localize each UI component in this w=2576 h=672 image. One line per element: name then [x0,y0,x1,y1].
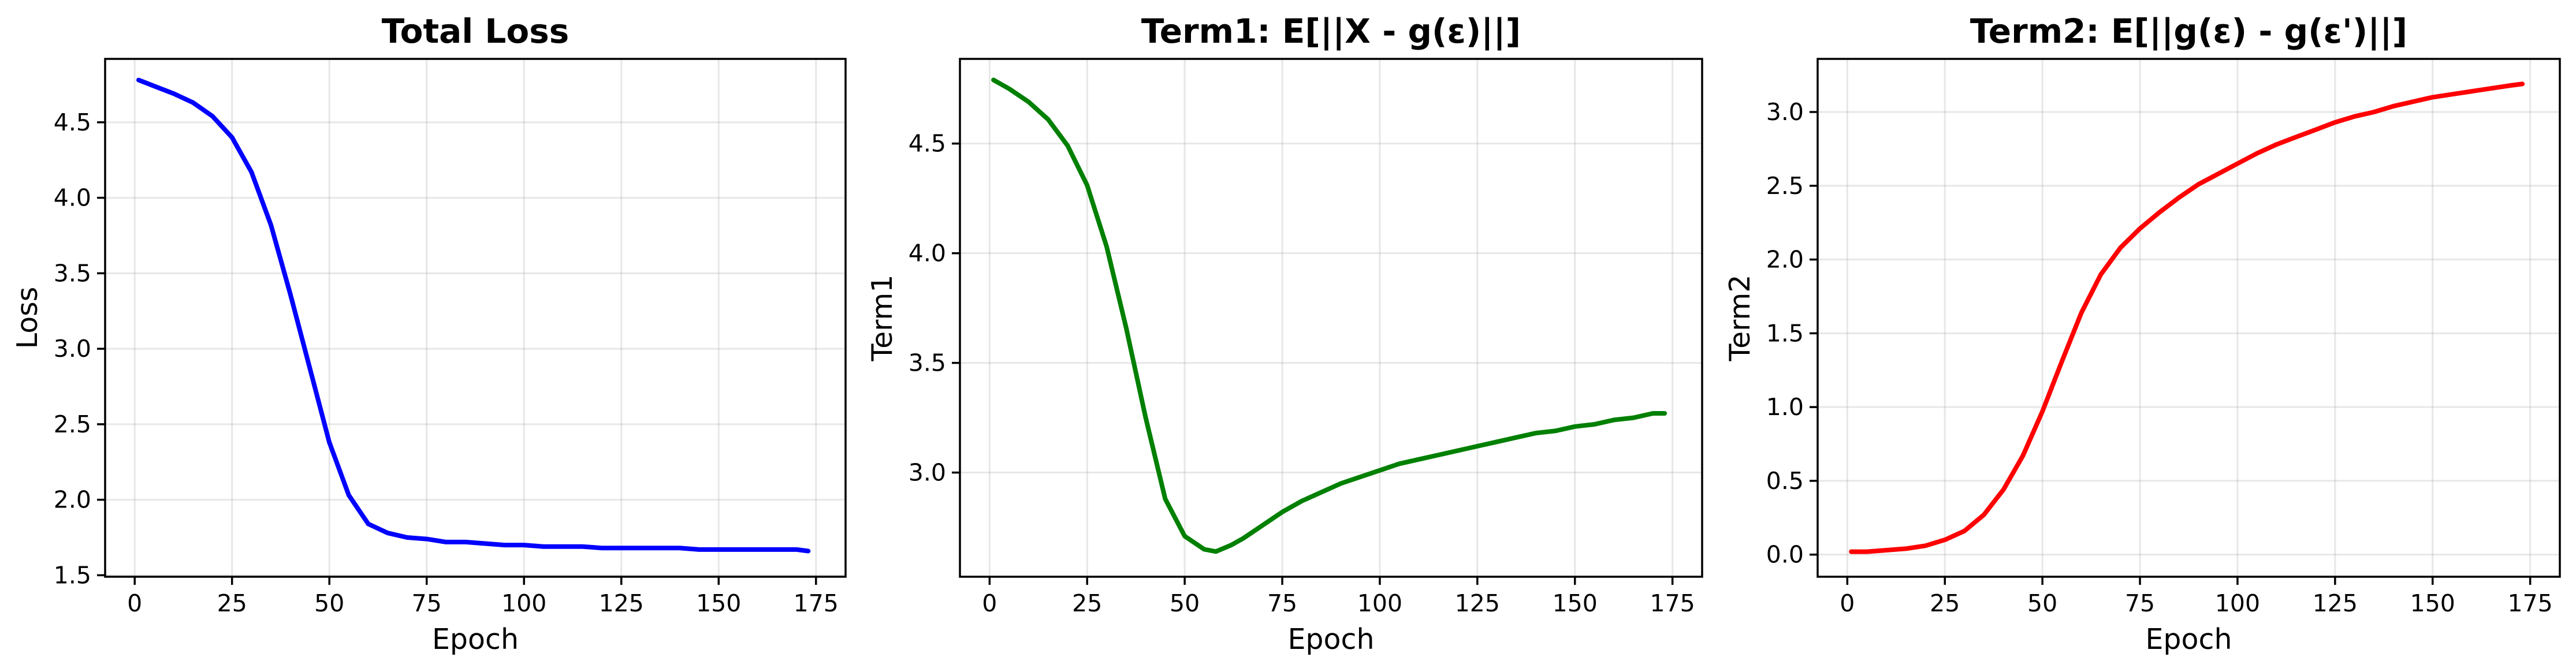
x-tick-label: 150 [696,589,741,617]
y-tick-label: 1.5 [1766,319,1804,347]
y-tick-label: 3.0 [54,335,91,363]
chart-panel-3: 0 25 50 75 100 125 150 175 0.0 0.5 1.0 1.5 2.0 2.5 3.0… [1723,12,2561,656]
y-tick-label: 0.5 [1766,467,1804,495]
x-tick-label: 25 [217,589,247,617]
x-tick-label: 175 [1650,589,1695,617]
y-tick-label: 2.5 [1766,172,1804,200]
x-tick-label: 75 [2125,589,2155,617]
x-tick-label: 100 [501,589,546,617]
y-tick-label: 0.0 [1766,541,1804,569]
x-tick-label: 125 [2313,589,2358,617]
y-axis-label: Loss [11,287,44,349]
x-tick-label: 0 [127,589,142,617]
x-tick-label: 0 [1840,589,1855,617]
y-axis-label: Term2 [1723,275,1756,362]
y-tick-label: 1.5 [54,561,91,589]
axes-frame [104,58,847,578]
x-tick-label: 125 [1455,589,1500,617]
chart-title: Term2: E[||g(ε) - g(ε')||] [1970,12,2407,51]
axes-frame [1816,58,2561,578]
y-tick-label: 3.5 [909,349,946,377]
x-tick-label: 150 [2410,589,2455,617]
x-axis-label: Epoch [2145,623,2232,656]
x-tick-label: 50 [2027,589,2057,617]
x-tick-label: 75 [412,589,442,617]
y-tick-label: 4.0 [909,240,946,267]
series-line [136,77,811,554]
x-tick-label: 75 [1267,589,1297,617]
x-tick-label: 100 [2215,589,2260,617]
x-tick-label: 150 [1553,589,1598,617]
y-tick-label: 3.0 [909,459,946,487]
x-tick-label: 50 [314,589,344,617]
x-axis-label: Epoch [432,623,519,656]
series-line [1849,81,2525,554]
y-tick-label: 2.0 [1766,246,1804,274]
x-tick-label: 0 [982,589,997,617]
x-tick-label: 25 [1072,589,1102,617]
y-tick-label: 4.5 [909,130,946,158]
y-tick-label: 3.0 [1766,98,1804,126]
x-tick-label: 175 [794,589,839,617]
chart-title: Total Loss [382,12,569,51]
chart-panel-2: 0 25 50 75 100 125 150 175 3.0 3.5 4.0 4.5 Term1: E[… [866,12,1703,656]
y-tick-label: 4.0 [54,184,91,212]
y-tick-label: 2.5 [54,410,91,438]
y-tick-label: 2.0 [54,486,91,514]
chart-title: Term1: E[||X - g(ε)||] [1141,12,1521,51]
chart-panel-1: 0 25 50 75 100 125 150 175 1.5 2.0 2.5 3.0 3.5 4.0 4.5… [11,12,847,656]
series-line [991,77,1667,554]
y-tick-label: 4.5 [54,109,91,136]
y-tick-label: 1.0 [1766,393,1804,421]
x-tick-label: 25 [1930,589,1960,617]
y-axis-label: Term1 [866,275,899,362]
x-axis-label: Epoch [1287,623,1374,656]
x-tick-label: 100 [1357,589,1402,617]
x-tick-label: 125 [599,589,644,617]
x-tick-label: 50 [1170,589,1200,617]
y-tick-label: 3.5 [54,259,91,287]
axes-frame [959,58,1703,578]
x-tick-label: 175 [2508,589,2553,617]
